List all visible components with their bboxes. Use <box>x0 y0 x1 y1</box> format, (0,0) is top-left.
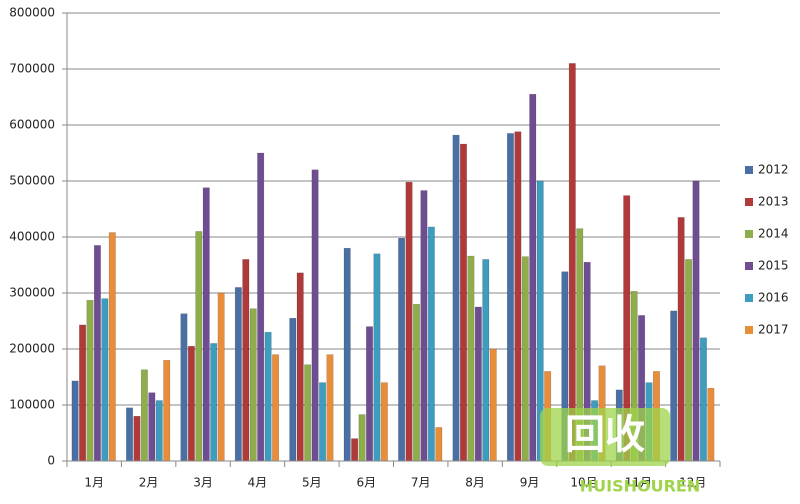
bar <box>427 226 435 462</box>
bar <box>351 438 359 462</box>
bar <box>452 134 460 462</box>
x-tick-label: 7月 <box>411 476 431 490</box>
x-tick-label: 8月 <box>465 476 485 490</box>
bar <box>460 143 467 462</box>
watermark-logo: 回收 <box>565 412 645 458</box>
bar <box>677 217 685 462</box>
legend-swatch <box>745 230 753 238</box>
bar <box>242 259 250 462</box>
y-tick-label: 400000 <box>9 230 55 244</box>
legend-swatch <box>745 198 753 206</box>
bar <box>289 317 297 462</box>
bar <box>670 310 678 462</box>
bar <box>86 300 94 462</box>
bar <box>210 343 218 462</box>
watermark-text: HUISHOUREN <box>580 477 700 496</box>
y-tick-label: 700000 <box>9 62 55 76</box>
bar <box>148 392 156 462</box>
bar <box>398 237 406 462</box>
bar <box>482 259 490 462</box>
y-tick-label: 500000 <box>9 174 55 188</box>
bar <box>692 180 700 462</box>
bar <box>140 369 148 462</box>
bar <box>108 232 116 462</box>
x-tick-label: 6月 <box>356 476 376 490</box>
bar <box>264 331 272 462</box>
legend-label: 2013 <box>758 195 789 209</box>
bar <box>133 415 141 462</box>
bar <box>257 152 265 462</box>
x-tick-label: 12月 <box>679 476 706 490</box>
legend-label: 2016 <box>758 291 789 305</box>
bar <box>195 231 203 462</box>
x-tick-label: 9月 <box>520 476 540 490</box>
legend-label: 2012 <box>758 163 789 177</box>
bar <box>707 387 715 462</box>
bar <box>93 245 101 462</box>
bar <box>568 63 576 462</box>
bar <box>380 382 388 462</box>
bar <box>435 427 443 462</box>
y-tick-label: 600000 <box>9 118 55 132</box>
legend-label: 2017 <box>758 323 789 337</box>
x-tick-label: 11月 <box>625 476 652 490</box>
bar <box>234 287 242 462</box>
y-tick-label: 0 <box>47 454 55 468</box>
bar <box>420 190 428 462</box>
bar <box>467 255 475 462</box>
bar <box>311 169 319 462</box>
legend-swatch <box>745 166 753 174</box>
watermark-box <box>540 408 670 466</box>
x-tick-label: 2月 <box>139 476 159 490</box>
y-tick-label: 100000 <box>9 398 55 412</box>
x-tick-label: 4月 <box>248 476 268 490</box>
x-tick-label: 1月 <box>84 476 104 490</box>
bar <box>79 324 87 462</box>
bar <box>249 308 257 462</box>
bar <box>405 181 413 462</box>
bar <box>326 354 334 462</box>
bar <box>155 400 163 462</box>
bar <box>319 382 326 462</box>
bar <box>474 306 482 462</box>
y-tick-label: 800000 <box>9 6 55 20</box>
x-tick-label: 10月 <box>570 476 597 490</box>
y-tick-label: 300000 <box>9 286 55 300</box>
bar <box>71 380 79 462</box>
y-tick-label: 200000 <box>9 342 55 356</box>
bar <box>514 131 522 462</box>
bar <box>343 247 351 462</box>
bar <box>685 259 693 462</box>
bar <box>187 345 195 462</box>
bar <box>304 364 312 462</box>
bar <box>489 348 497 462</box>
bar <box>217 292 225 462</box>
bar <box>101 298 109 462</box>
bar <box>296 272 304 462</box>
bar <box>126 407 134 462</box>
bar <box>373 253 381 462</box>
legend-swatch <box>745 294 753 302</box>
bar <box>366 326 373 462</box>
bar <box>529 93 537 462</box>
legend-swatch <box>745 326 753 334</box>
legend-swatch <box>745 262 753 270</box>
bar <box>163 359 171 462</box>
x-tick-label: 3月 <box>193 476 213 490</box>
x-tick-label: 5月 <box>302 476 322 490</box>
bar <box>521 256 529 462</box>
bar <box>506 133 514 462</box>
bar <box>358 414 366 462</box>
bar <box>202 187 210 462</box>
legend-label: 2014 <box>758 227 789 241</box>
bar <box>413 303 420 462</box>
bar <box>272 354 280 462</box>
legend-label: 2015 <box>758 259 789 273</box>
bar <box>180 313 188 462</box>
bar <box>699 337 707 462</box>
